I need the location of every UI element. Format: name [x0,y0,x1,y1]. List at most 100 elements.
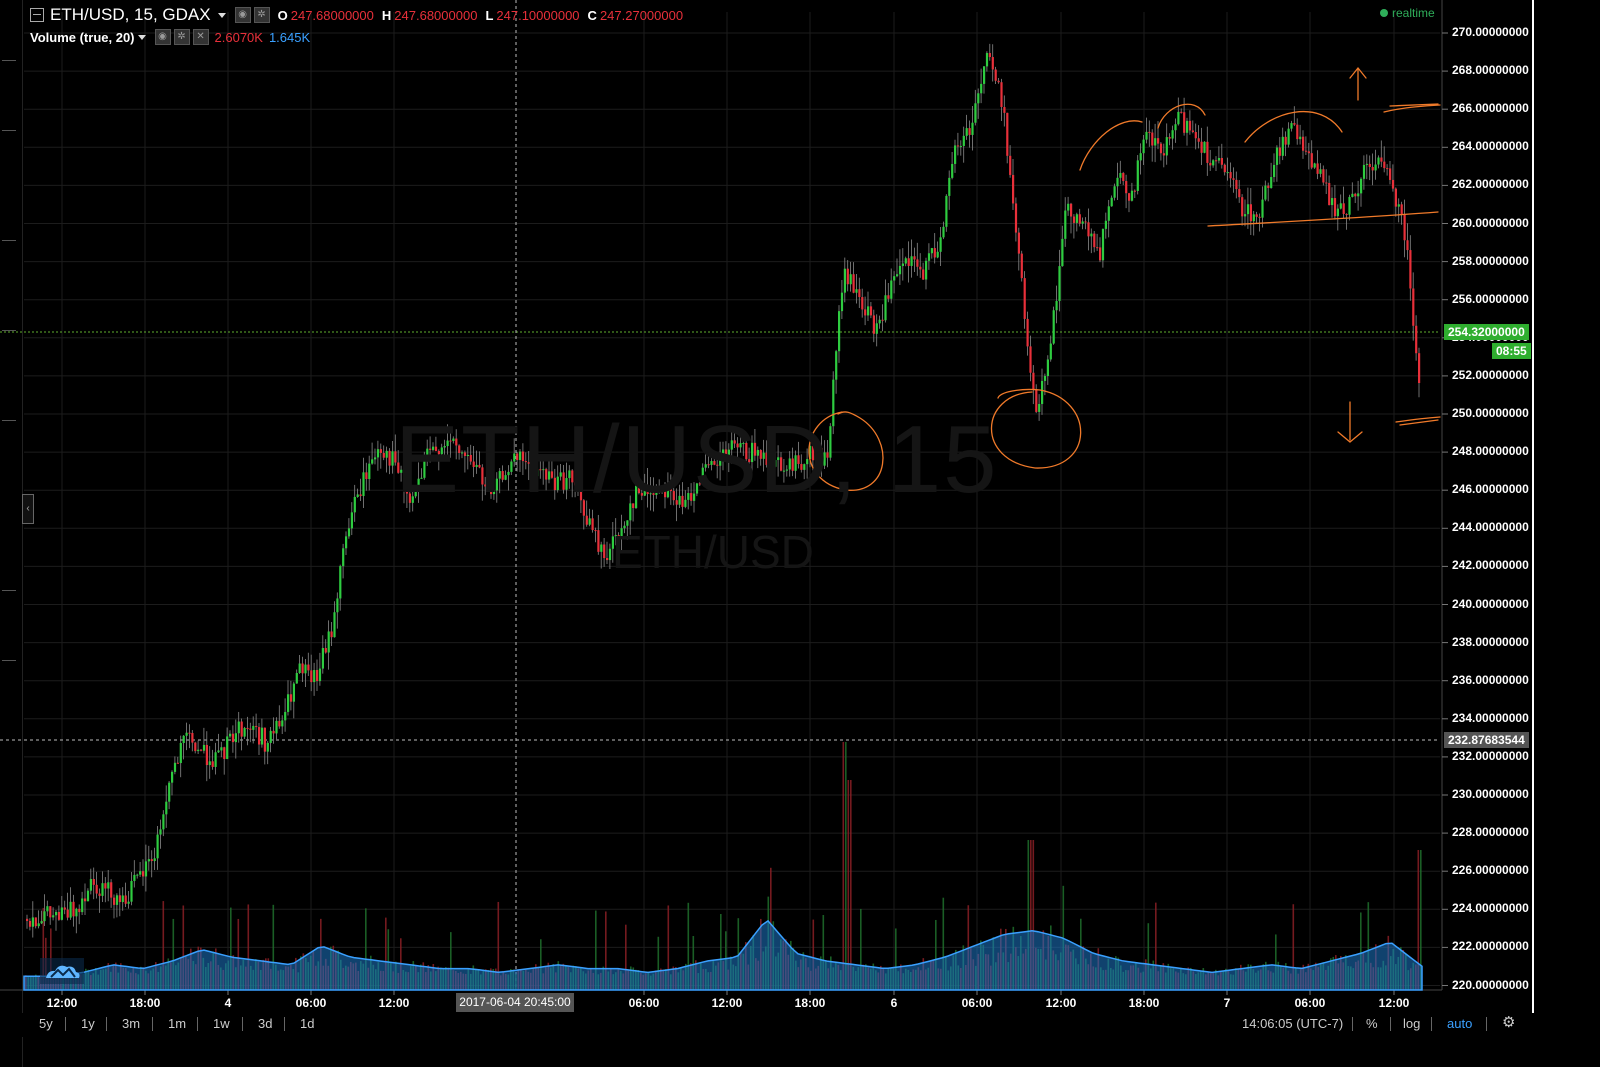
timeframe-button-1w[interactable]: 1w [213,1016,230,1031]
volume-bar [657,936,660,990]
candle-body [1067,203,1070,211]
candle-body [814,450,817,461]
volume-bar [1032,840,1035,990]
candle-body [849,274,852,285]
clock-timezone[interactable]: 14:06:05 (UTC-7) [1242,1016,1344,1031]
candle-body [1194,132,1197,139]
candle-body [52,915,55,918]
candle-body [504,475,507,480]
candle-body [1406,240,1409,251]
y-tick-label: 268.00000000 [1452,63,1529,78]
timeframe-button-5y[interactable]: 5y [39,1016,53,1031]
candle-body [1244,214,1247,217]
candle-body [777,457,780,461]
candle-body [147,859,150,862]
candle-body [1043,375,1047,381]
x-tick-label: 12:00 [378,996,410,1010]
price-chart[interactable] [0,0,1600,1013]
candle-body [191,733,194,743]
candle-body [1261,199,1264,218]
log-scale-toggle[interactable]: log [1403,1016,1421,1031]
candle-body [954,145,957,164]
candle-body [661,489,664,492]
x-tick-label: 06:00 [961,996,993,1010]
candle-body [333,612,336,638]
divider [242,1017,243,1031]
collapse-icon[interactable] [30,8,44,22]
candle-body [698,483,701,485]
candle-body [1284,136,1287,145]
bar-countdown-tag: 08:55 [1492,343,1531,359]
candle-body [687,493,690,500]
timeframe-button-1y[interactable]: 1y [81,1016,95,1031]
tradingview-cloud-icon[interactable] [40,958,84,984]
timeframe-button-3m[interactable]: 3m [122,1016,141,1031]
candle-body [1246,204,1250,215]
timeframe-button-3d[interactable]: 3d [258,1016,273,1031]
candle-body [893,276,896,281]
auto-scale-toggle[interactable]: auto [1447,1016,1473,1031]
timeframe-button-1d[interactable]: 1d [300,1016,315,1031]
candle-body [1162,153,1165,156]
candle-body [884,295,887,321]
percent-scale-toggle[interactable]: % [1366,1016,1378,1031]
candle-body [211,761,214,767]
eye-icon[interactable]: ◉ [154,29,171,45]
candle-body [1145,131,1148,140]
chevron-down-icon[interactable] [217,12,226,18]
candle-body [835,351,838,380]
candle-body [574,482,577,486]
candle-body [92,879,95,885]
volume-bar [812,919,815,990]
candle-body [229,733,232,737]
candle-body [907,258,910,266]
volume-bar [42,907,45,990]
candle-body [977,93,980,104]
candle-body [762,452,765,459]
candle-body [478,464,481,468]
candle-body [1157,138,1160,144]
candle-body [568,470,571,479]
candle-body [759,449,762,459]
candle-body [1212,160,1215,166]
chevron-down-icon[interactable] [137,34,146,40]
symbol-title[interactable]: ETH/USD, 15, GDAX [50,5,211,24]
candle-body [635,485,638,509]
gear-icon[interactable]: ✲ [173,29,190,45]
candle-body [113,897,116,905]
candle-body [710,461,713,465]
drawing-toolbar[interactable] [0,0,23,1067]
gear-icon[interactable]: ⚙ [1502,1014,1516,1031]
timeframe-button-1m[interactable]: 1m [168,1016,187,1031]
candle-body [1200,141,1203,153]
annotation-arrow-up [1349,66,1367,101]
volume-bar [385,917,387,990]
candle-body [898,265,902,275]
candle-body [318,668,322,682]
candle-body [246,727,249,729]
candle-body [292,683,295,702]
candle-body [962,135,965,146]
candle-body [1081,221,1084,224]
divider [106,1017,107,1031]
gear-icon[interactable]: ✲ [253,7,270,23]
x-tick-label: 7 [1223,996,1231,1010]
volume-indicator-title[interactable]: Volume (true, 20) [30,29,135,45]
toolbar-collapse-handle[interactable]: ‹ [22,494,34,524]
candle-body [153,858,156,862]
annotation-arc [1079,120,1143,171]
y-tick-label: 248.00000000 [1452,444,1529,459]
symbol-watermark-sub: ETH/USD [612,526,814,578]
candle-body [1136,160,1139,191]
candle-body [107,882,110,889]
candle-body [1215,160,1218,162]
candle-body [1188,120,1192,131]
candle-body [490,485,493,495]
candle-body [501,471,504,480]
candle-body [1336,208,1339,217]
eye-icon[interactable]: ◉ [234,7,251,23]
close-icon[interactable]: ✕ [192,29,209,45]
candle-body [298,663,301,674]
volume-bar [1027,840,1030,990]
candle-body [388,450,391,466]
